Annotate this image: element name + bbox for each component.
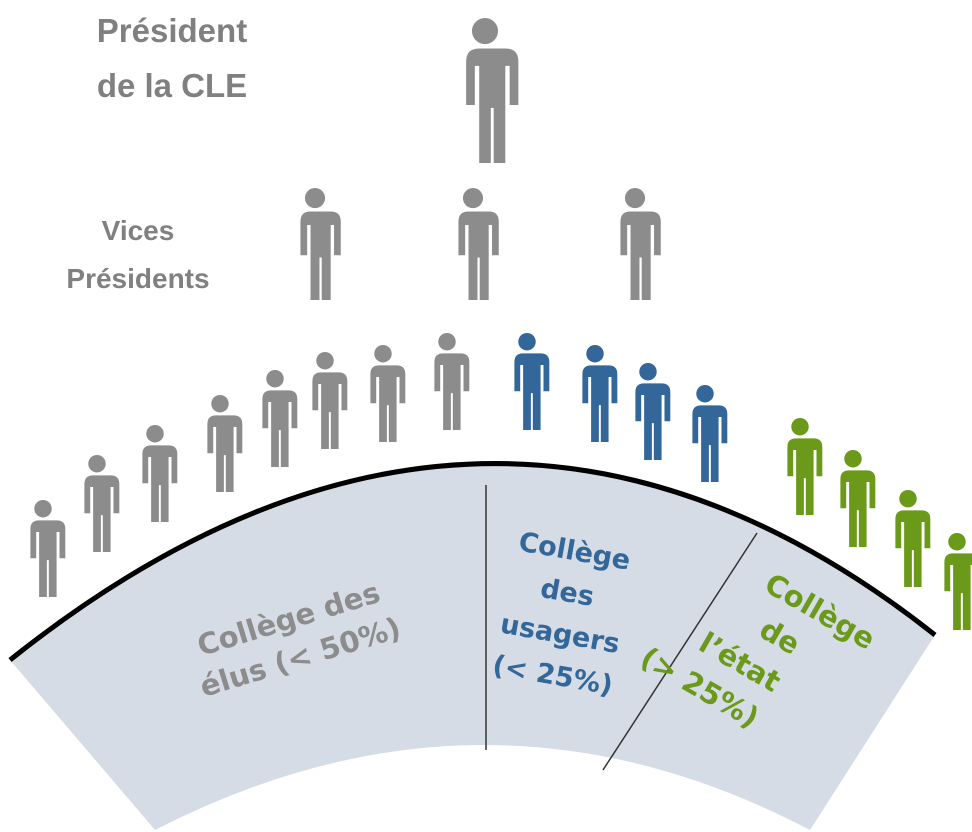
- usagers-icons: [513, 333, 728, 482]
- vice-president-label: Présidents: [66, 263, 209, 294]
- vice-president-icons: [299, 188, 661, 300]
- college-band: [10, 463, 935, 830]
- divider: [602, 532, 758, 771]
- vice-president-label: Vices: [102, 215, 175, 246]
- band-edge: [8, 461, 937, 662]
- president-icon: [464, 18, 519, 163]
- president-label: Président: [97, 12, 247, 49]
- president-label: de la CLE: [97, 67, 247, 104]
